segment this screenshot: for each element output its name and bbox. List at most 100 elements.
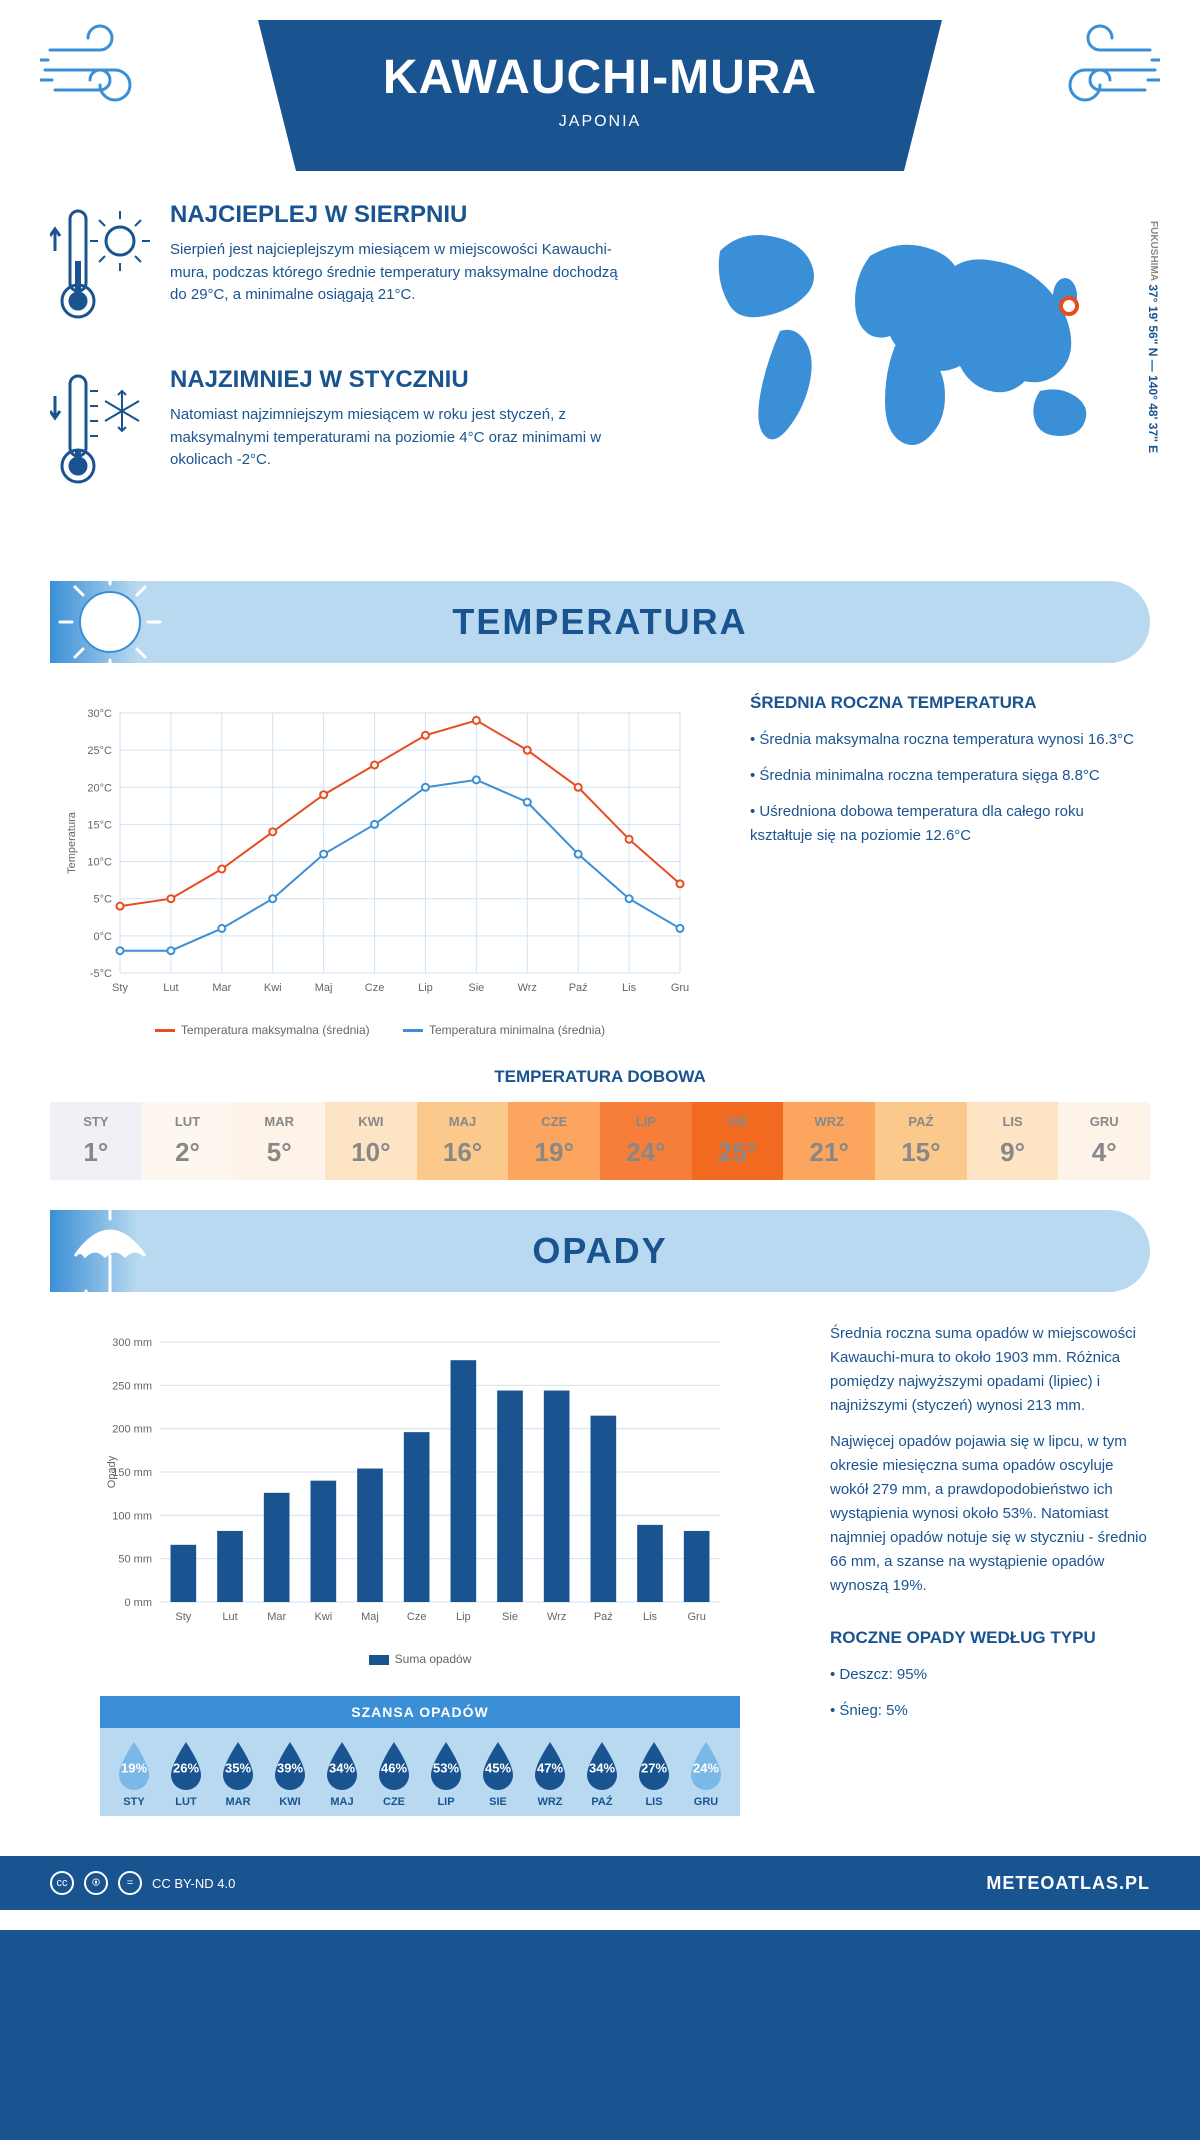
footer-license: cc 🅯 = CC BY-ND 4.0: [50, 1871, 235, 1895]
hot-block: NAJCIEPLEJ W SIERPNIU Sierpień jest najc…: [50, 201, 630, 336]
lon-label: 140° 48' 37'' E: [1146, 375, 1160, 453]
svg-text:Wrz: Wrz: [518, 982, 537, 994]
chance-drop: 47%WRZ: [524, 1740, 576, 1808]
svg-text:Lip: Lip: [418, 982, 433, 994]
temp-info-title: ŚREDNIA ROCZNA TEMPERATURA: [750, 693, 1150, 713]
svg-text:Lis: Lis: [643, 1611, 658, 1623]
svg-text:Kwi: Kwi: [264, 982, 282, 994]
chance-drop: 34%MAJ: [316, 1740, 368, 1808]
hot-title: NAJCIEPLEJ W SIERPNIU: [170, 201, 630, 229]
precip-type-item: Śnieg: 5%: [830, 1699, 1150, 1723]
chance-drop: 19%STY: [108, 1740, 160, 1808]
svg-text:Gru: Gru: [671, 982, 689, 994]
footer-site: METEOATLAS.PL: [986, 1873, 1150, 1894]
daily-temp-cell: LIS9°: [967, 1102, 1059, 1180]
chance-drop: 24%GRU: [680, 1740, 732, 1808]
legend-min: Temperatura minimalna (średnia): [403, 1023, 605, 1037]
svg-text:Maj: Maj: [361, 1611, 379, 1623]
svg-text:Mar: Mar: [212, 982, 231, 994]
temperature-chart-row: -5°C0°C5°C10°C15°C20°C25°C30°CStyLutMarK…: [0, 693, 1200, 1037]
daily-temp-cell: KWI10°: [325, 1102, 417, 1180]
chance-drop: 45%SIE: [472, 1740, 524, 1808]
svg-text:0°C: 0°C: [94, 931, 113, 943]
svg-text:Gru: Gru: [687, 1611, 705, 1623]
daily-temp-cell: LUT2°: [142, 1102, 234, 1180]
chance-title: SZANSA OPADÓW: [100, 1696, 740, 1728]
daily-temp-cell: STY1°: [50, 1102, 142, 1180]
temp-info-item: Uśredniona dobowa temperatura dla całego…: [750, 800, 1150, 848]
svg-text:Maj: Maj: [315, 982, 333, 994]
svg-text:300 mm: 300 mm: [112, 1337, 152, 1349]
precipitation-chart-row: 0 mm50 mm100 mm150 mm200 mm250 mm300 mmS…: [0, 1322, 1200, 1816]
svg-text:Paź: Paź: [594, 1611, 613, 1623]
svg-text:Lut: Lut: [163, 982, 178, 994]
temperature-chart: -5°C0°C5°C10°C15°C20°C25°C30°CStyLutMarK…: [50, 693, 710, 1037]
precipitation-legend: Suma opadów: [50, 1652, 790, 1666]
header-row: KAWAUCHI-MURA JAPONIA: [0, 0, 1200, 171]
thermometer-hot-icon: [50, 201, 150, 336]
svg-text:25°C: 25°C: [87, 745, 112, 757]
precipitation-chart: 0 mm50 mm100 mm150 mm200 mm250 mm300 mmS…: [50, 1322, 790, 1816]
svg-text:200 mm: 200 mm: [112, 1424, 152, 1436]
svg-text:Lis: Lis: [622, 982, 637, 994]
svg-text:0 mm: 0 mm: [125, 1597, 153, 1609]
temp-info-item: Średnia maksymalna roczna temperatura wy…: [750, 728, 1150, 752]
daily-temp-cell: PAŹ15°: [875, 1102, 967, 1180]
chance-drop: 46%CZE: [368, 1740, 420, 1808]
temperature-section-header: TEMPERATURA: [50, 581, 1150, 663]
daily-temperature-section: TEMPERATURA DOBOWA STY1°LUT2°MAR5°KWI10°…: [50, 1067, 1150, 1180]
precip-text-2: Najwięcej opadów pojawia się w lipcu, w …: [830, 1430, 1150, 1598]
daily-temp-cell: WRZ21°: [783, 1102, 875, 1180]
chance-drops-row: 19%STY26%LUT35%MAR39%KWI34%MAJ46%CZE53%L…: [100, 1728, 740, 1816]
coordinates: FUKUSHIMA 37° 19' 56'' N — 140° 48' 37''…: [1146, 221, 1160, 453]
wind-icon-right: [1020, 20, 1160, 120]
svg-text:-5°C: -5°C: [90, 968, 112, 980]
svg-text:Cze: Cze: [365, 982, 385, 994]
daily-temp-cell: GRU4°: [1058, 1102, 1150, 1180]
intro-text-column: NAJCIEPLEJ W SIERPNIU Sierpień jest najc…: [50, 201, 630, 531]
svg-text:Temperatura: Temperatura: [66, 811, 78, 874]
precip-text-1: Średnia roczna suma opadów w miejscowośc…: [830, 1322, 1150, 1418]
wind-icon-left: [40, 20, 180, 120]
svg-text:250 mm: 250 mm: [112, 1380, 152, 1392]
daily-temp-cell: MAR5°: [233, 1102, 325, 1180]
footer: cc 🅯 = CC BY-ND 4.0 METEOATLAS.PL: [0, 1856, 1200, 1910]
chance-drop: 39%KWI: [264, 1740, 316, 1808]
by-icon: 🅯: [84, 1871, 108, 1895]
umbrella-icon: [50, 1191, 170, 1311]
precipitation-chance-panel: SZANSA OPADÓW 19%STY26%LUT35%MAR39%KWI34…: [100, 1696, 740, 1816]
svg-text:Paź: Paź: [569, 982, 588, 994]
svg-text:Sty: Sty: [112, 982, 128, 994]
thermometer-cold-icon: [50, 366, 150, 501]
daily-temp-cell: SIE25°: [692, 1102, 784, 1180]
daily-temp-grid: STY1°LUT2°MAR5°KWI10°MAJ16°CZE19°LIP24°S…: [50, 1102, 1150, 1180]
cc-icon: cc: [50, 1871, 74, 1895]
svg-text:150 mm: 150 mm: [112, 1467, 152, 1479]
chance-drop: 27%LIS: [628, 1740, 680, 1808]
svg-text:Sie: Sie: [468, 982, 484, 994]
svg-text:Sty: Sty: [175, 1611, 191, 1623]
svg-text:50 mm: 50 mm: [118, 1554, 152, 1566]
svg-text:Lut: Lut: [222, 1611, 237, 1623]
legend-precip: Suma opadów: [369, 1652, 472, 1666]
chance-drop: 34%PAŹ: [576, 1740, 628, 1808]
svg-text:Sie: Sie: [502, 1611, 518, 1623]
daily-temp-cell: LIP24°: [600, 1102, 692, 1180]
legend-max: Temperatura maksymalna (średnia): [155, 1023, 370, 1037]
temperature-title: TEMPERATURA: [50, 601, 1150, 643]
location-title: KAWAUCHI-MURA: [220, 50, 980, 105]
svg-text:Lip: Lip: [456, 1611, 471, 1623]
precip-type-title: ROCZNE OPADY WEDŁUG TYPU: [830, 1628, 1150, 1648]
precipitation-info: Średnia roczna suma opadów w miejscowośc…: [830, 1322, 1150, 1816]
cold-block: NAJZIMNIEJ W STYCZNIU Natomiast najzimni…: [50, 366, 630, 501]
temperature-info: ŚREDNIA ROCZNA TEMPERATURA Średnia maksy…: [750, 693, 1150, 1037]
chance-drop: 53%LIP: [420, 1740, 472, 1808]
svg-text:15°C: 15°C: [87, 819, 112, 831]
svg-text:5°C: 5°C: [94, 894, 113, 906]
hot-text: Sierpień jest najcieplejszym miesiącem w…: [170, 239, 630, 307]
precip-type-item: Deszcz: 95%: [830, 1663, 1150, 1687]
region-label: FUKUSHIMA: [1148, 221, 1159, 281]
chance-drop: 35%MAR: [212, 1740, 264, 1808]
svg-text:Mar: Mar: [267, 1611, 286, 1623]
temperature-legend: Temperatura maksymalna (średnia) Tempera…: [50, 1023, 710, 1037]
